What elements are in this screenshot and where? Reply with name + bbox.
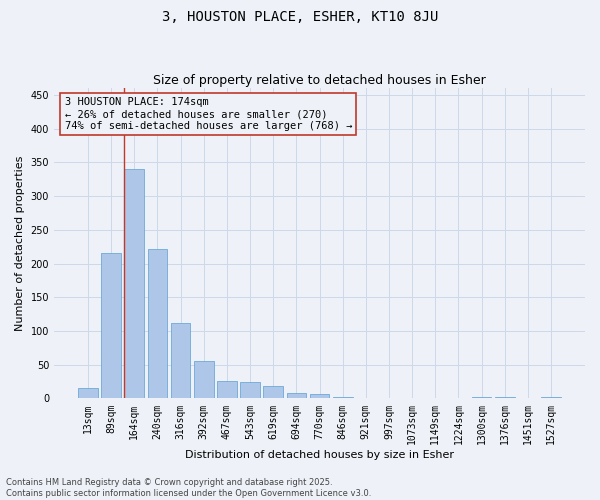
Title: Size of property relative to detached houses in Esher: Size of property relative to detached ho… bbox=[153, 74, 486, 87]
Bar bbox=[194, 362, 214, 399]
Bar bbox=[333, 397, 353, 398]
Text: Contains HM Land Registry data © Crown copyright and database right 2025.
Contai: Contains HM Land Registry data © Crown c… bbox=[6, 478, 371, 498]
Bar bbox=[472, 397, 491, 398]
Bar bbox=[101, 254, 121, 398]
Bar bbox=[287, 393, 306, 398]
Bar bbox=[495, 397, 515, 398]
Bar bbox=[171, 323, 190, 398]
Bar bbox=[217, 381, 237, 398]
Bar bbox=[541, 397, 561, 398]
Text: 3 HOUSTON PLACE: 174sqm
← 26% of detached houses are smaller (270)
74% of semi-d: 3 HOUSTON PLACE: 174sqm ← 26% of detache… bbox=[65, 98, 352, 130]
Bar bbox=[78, 388, 98, 398]
Bar bbox=[263, 386, 283, 398]
X-axis label: Distribution of detached houses by size in Esher: Distribution of detached houses by size … bbox=[185, 450, 454, 460]
Y-axis label: Number of detached properties: Number of detached properties bbox=[15, 156, 25, 331]
Bar bbox=[310, 394, 329, 398]
Bar bbox=[124, 169, 144, 398]
Text: 3, HOUSTON PLACE, ESHER, KT10 8JU: 3, HOUSTON PLACE, ESHER, KT10 8JU bbox=[162, 10, 438, 24]
Bar bbox=[148, 248, 167, 398]
Bar bbox=[240, 382, 260, 398]
